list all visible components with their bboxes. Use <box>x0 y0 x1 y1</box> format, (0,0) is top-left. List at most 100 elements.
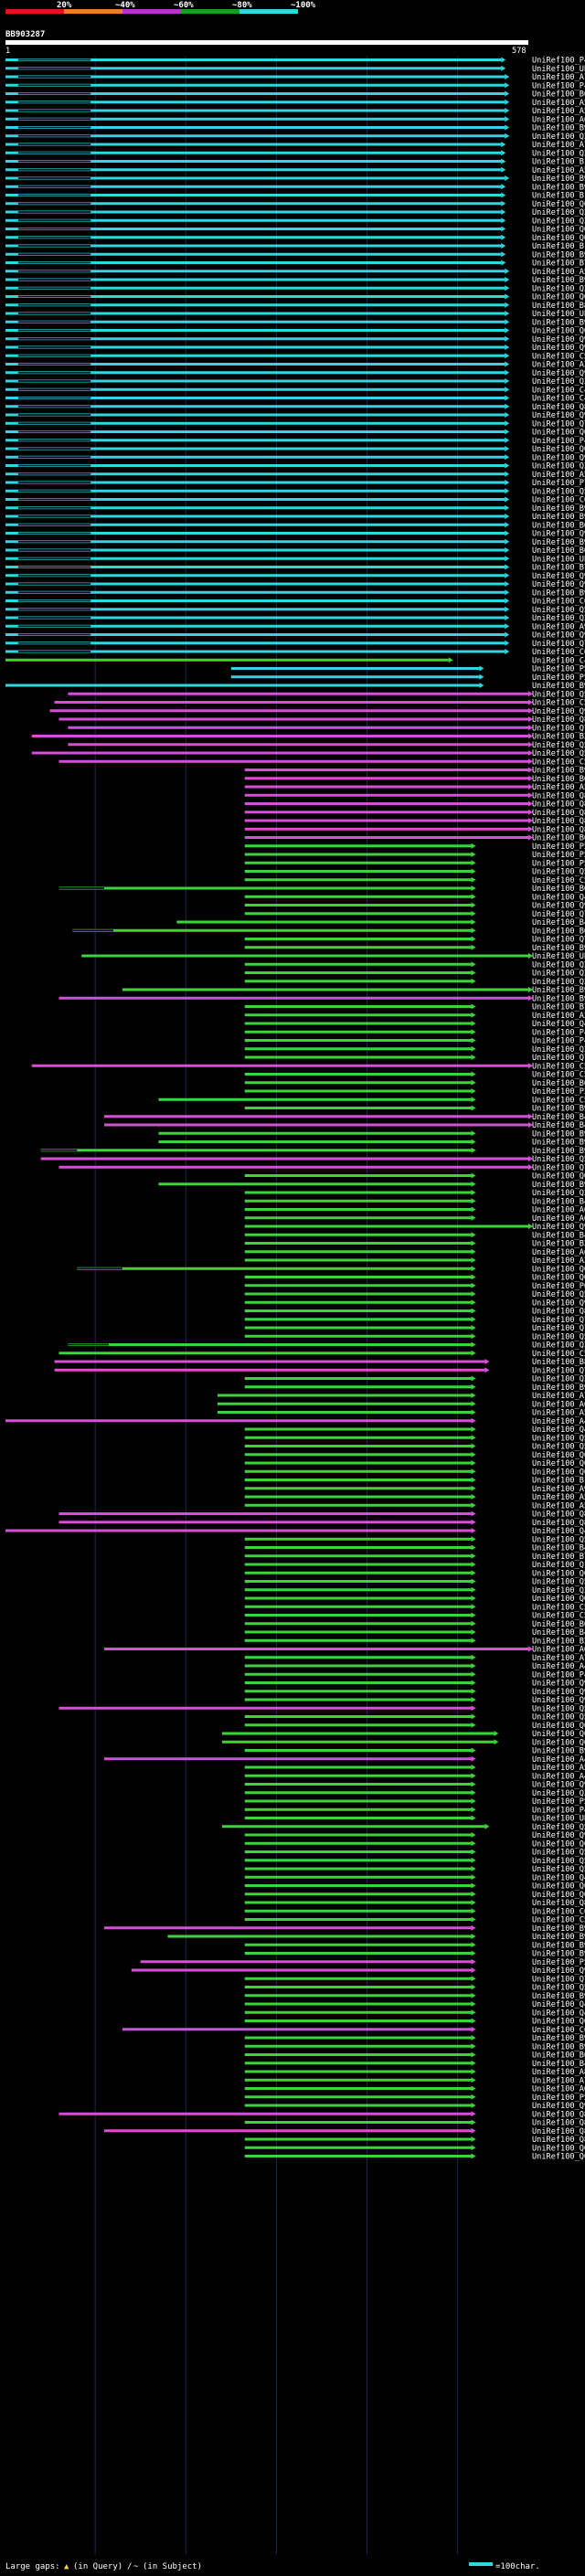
hit-bar[interactable] <box>49 709 529 713</box>
hit-label[interactable]: UniRef100_C5YF32 <box>532 876 585 885</box>
hit-bar[interactable] <box>244 1841 472 1845</box>
hit-label[interactable]: UniRef100_P46639 <box>532 1670 585 1680</box>
hit-bar[interactable] <box>244 938 472 940</box>
hit-label[interactable]: UniRef100_A5Y4S7 <box>532 1493 585 1502</box>
hit-bar[interactable] <box>54 701 529 704</box>
hit-label[interactable]: UniRef100_Q41330 <box>532 1426 585 1435</box>
hit-label[interactable]: UniRef100_Q5QVV2 <box>532 1155 585 1164</box>
hit-label[interactable]: UniRef100_B9IMU9 <box>532 250 585 260</box>
hit-bar[interactable] <box>5 194 502 196</box>
hit-label[interactable]: UniRef100_P0C6U1 <box>532 1282 585 1291</box>
hit-bar[interactable] <box>244 1107 472 1109</box>
hit-bar[interactable] <box>244 2019 472 2022</box>
hit-bar[interactable] <box>5 345 505 349</box>
hit-label[interactable]: UniRef100_Q2LG09 <box>532 1045 585 1055</box>
hit-bar[interactable] <box>244 1580 472 1583</box>
hit-bar[interactable] <box>5 455 505 459</box>
hit-bar[interactable] <box>58 1352 472 1355</box>
hit-bar[interactable] <box>244 1698 472 1701</box>
hit-bar[interactable] <box>244 1013 472 1017</box>
hit-label[interactable]: UniRef100_B1P151 <box>532 1477 585 1486</box>
hit-bar[interactable] <box>244 2062 472 2065</box>
hit-bar[interactable] <box>104 1115 529 1118</box>
hit-bar[interactable] <box>58 886 472 890</box>
hit-bar[interactable] <box>104 1123 529 1127</box>
hit-label[interactable]: UniRef100_B4FHU3 <box>532 1197 585 1206</box>
hit-label[interactable]: UniRef100_B1P3Q1 <box>532 242 585 251</box>
hit-label[interactable]: UniRef100_Q9FR59 <box>532 1223 585 1232</box>
hit-label[interactable]: UniRef100_Q7I7U2 <box>532 936 585 945</box>
hit-bar[interactable] <box>244 1385 472 1389</box>
hit-bar[interactable] <box>5 684 480 687</box>
hit-bar[interactable] <box>244 2044 472 2048</box>
hit-label[interactable]: UniRef100_B7E4V5 <box>532 564 585 573</box>
hit-label[interactable]: UniRef100_Q93P0L <box>532 1966 585 1976</box>
hit-label[interactable]: UniRef100_A4RWU2 <box>532 1417 585 1426</box>
hit-label[interactable]: UniRef100_Q7I7U3 <box>532 910 585 919</box>
hit-bar[interactable] <box>5 160 502 163</box>
hit-label[interactable]: UniRef100_B4F8C3 <box>532 1628 585 1638</box>
hit-label[interactable]: UniRef100_Q9FUG9 <box>532 1831 585 1840</box>
hit-bar[interactable] <box>5 387 505 391</box>
hit-label[interactable]: UniRef100_Q7I7U9 <box>532 1975 585 1984</box>
hit-label[interactable]: UniRef100_Q8WNL2 <box>532 791 585 800</box>
hit-label[interactable]: UniRef100_Q9F0D0 <box>532 411 585 420</box>
hit-label[interactable]: UniRef100_Q9FP29 <box>532 707 585 716</box>
hit-label[interactable]: UniRef100_B9NBF4 <box>532 2042 585 2051</box>
hit-label[interactable]: UniRef100_Q5GW43 <box>532 1823 585 1832</box>
hit-label[interactable]: UniRef100_Q7I7U7 <box>532 1054 585 1063</box>
hit-label[interactable]: UniRef100_Q82B05 <box>532 1899 585 1908</box>
hit-bar[interactable] <box>244 1994 472 1998</box>
hit-label[interactable]: UniRef100_B9IEQ0 <box>532 513 585 522</box>
hit-bar[interactable] <box>244 2070 472 2073</box>
hit-label[interactable]: UniRef100_B9HA14 <box>532 1129 585 1139</box>
hit-bar[interactable] <box>244 1986 472 1988</box>
hit-label[interactable]: UniRef100_Q2QEZ0 <box>532 284 585 293</box>
hit-label[interactable]: UniRef100_Q0QTD2 <box>532 1451 585 1460</box>
hit-bar[interactable] <box>244 1055 472 1059</box>
hit-label[interactable]: UniRef100_A5Y4H1 <box>532 1764 585 1773</box>
hit-bar[interactable] <box>244 2036 472 2040</box>
hit-bar[interactable] <box>244 1977 472 1980</box>
hit-label[interactable]: UniRef100_Q5NL29 <box>532 1984 585 1993</box>
hit-label[interactable]: UniRef100_Q5SC64 <box>532 1713 585 1723</box>
hit-label[interactable]: UniRef100_Q04135 <box>532 1274 585 1283</box>
hit-label[interactable]: UniRef100_Q40AK0 <box>532 1527 585 1536</box>
hit-bar[interactable] <box>5 599 505 602</box>
hit-bar[interactable] <box>244 836 528 839</box>
hit-bar[interactable] <box>158 1182 472 1186</box>
hit-bar[interactable] <box>244 2010 472 2014</box>
hit-bar[interactable] <box>5 143 502 146</box>
hit-label[interactable]: UniRef100_A7P601 <box>532 73 585 82</box>
hit-label[interactable]: UniRef100_A6QMB6 <box>532 2085 585 2094</box>
hit-label[interactable]: UniRef100_P46609-2 <box>532 1028 585 1037</box>
hit-bar[interactable] <box>244 1073 472 1076</box>
hit-bar[interactable] <box>5 363 505 366</box>
hit-bar[interactable] <box>5 185 502 188</box>
hit-bar[interactable] <box>244 895 472 898</box>
hit-bar[interactable] <box>244 1774 472 1777</box>
hit-bar[interactable] <box>244 769 528 771</box>
hit-label[interactable]: UniRef100_P56667 <box>532 1958 585 1967</box>
hit-label[interactable]: UniRef100_Q7I7U1 <box>532 1324 585 1333</box>
hit-bar[interactable] <box>58 1706 472 1710</box>
hit-label[interactable]: UniRef100_B6TN08 <box>532 2051 585 2061</box>
hit-label[interactable]: UniRef100_Q94LW3 <box>532 580 585 589</box>
hit-bar[interactable] <box>244 1664 472 1668</box>
hit-label[interactable]: UniRef100_Q8WNI7 <box>532 716 585 725</box>
hit-label[interactable]: UniRef100_Q2LG14 <box>532 1189 585 1198</box>
hit-label[interactable]: UniRef100_Q0QP50 <box>532 1459 585 1468</box>
hit-bar[interactable] <box>244 1817 472 1819</box>
hit-label[interactable]: UniRef100_Q6GBB9 <box>532 200 585 209</box>
hit-label[interactable]: UniRef100_Q9K6D9 <box>532 1781 585 1790</box>
hit-bar[interactable] <box>5 168 502 172</box>
hit-bar[interactable] <box>244 2155 472 2157</box>
hit-bar[interactable] <box>5 270 505 273</box>
hit-bar[interactable] <box>5 514 505 518</box>
hit-bar[interactable] <box>244 1377 472 1380</box>
hit-bar[interactable] <box>5 286 505 290</box>
hit-label[interactable]: UniRef100_Q7VYR8 <box>532 1163 585 1172</box>
hit-bar[interactable] <box>244 1005 472 1008</box>
hit-bar[interactable] <box>244 1765 472 1769</box>
hit-label[interactable]: UniRef100_Q40AB7 <box>532 1873 585 1882</box>
